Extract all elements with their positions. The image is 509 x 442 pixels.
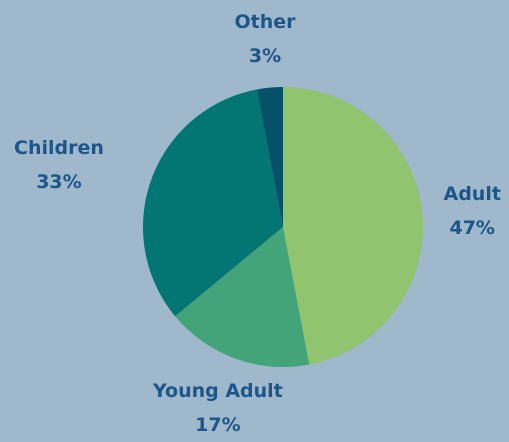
slice-label-children-name: Children [14,137,104,159]
slice-label-other: Other 3% [235,5,296,73]
pie-slice-other [256,87,283,227]
slice-label-other-value: 3% [248,45,282,67]
pie-slice-young-adult [175,227,310,367]
slice-label-young-adult: Young Adult 17% [153,374,283,442]
slice-label-young-adult-value: 17% [195,414,241,436]
slice-label-adult-value: 47% [449,217,495,239]
slice-label-adult: Adult 47% [444,177,501,245]
slice-label-children-value: 33% [36,171,82,193]
slice-label-young-adult-name: Young Adult [153,380,283,402]
pie-slice-adult [283,87,423,365]
slice-label-adult-name: Adult [443,183,501,205]
slice-label-children: Children 33% [14,131,104,199]
slice-label-other-name: Other [234,11,296,33]
pie-slice-children [143,89,283,317]
